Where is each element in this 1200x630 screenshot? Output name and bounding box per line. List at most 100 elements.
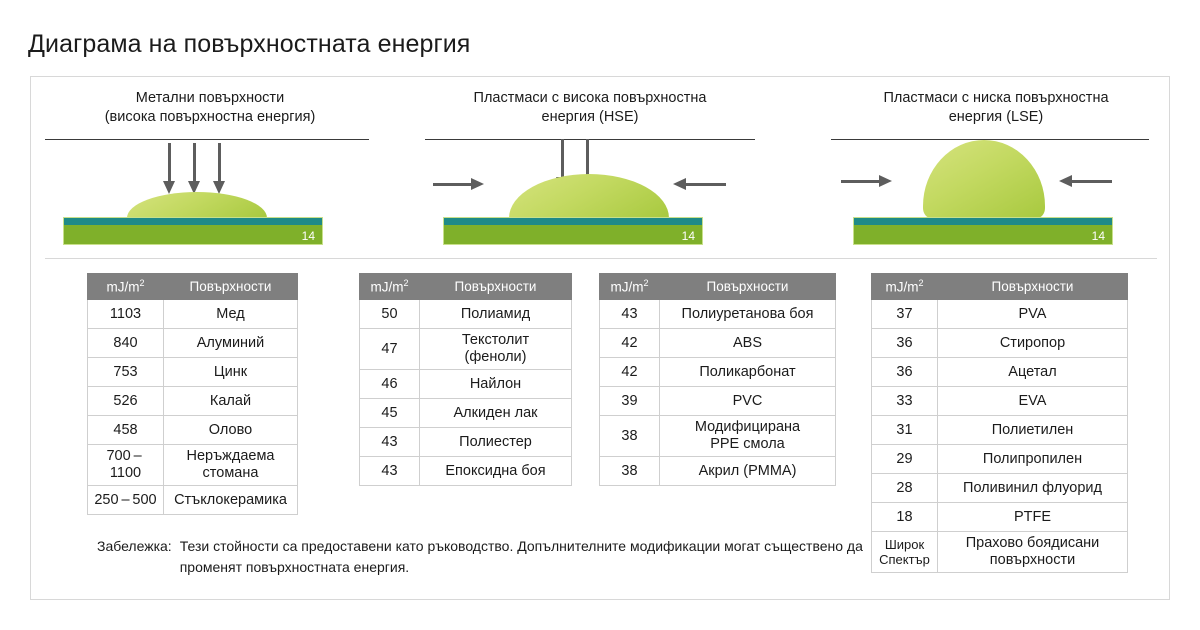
table-header-row: mJ/m2 Повърхности (599, 273, 836, 300)
cell-value: 840 (87, 328, 164, 358)
panel-divider (425, 139, 755, 140)
table-row: 47 Текстолит (феноли) (359, 328, 572, 370)
cell-value: 700 – 1100 (87, 444, 164, 486)
table-header-row: mJ/m2 Повърхности (359, 273, 572, 300)
panel-title: Пластмаси с ниска повърхностна енергия (… (883, 90, 1109, 125)
cell-value: 458 (87, 415, 164, 445)
cell-name: Стиропор (937, 328, 1128, 358)
table-row: 840 Алуминий (87, 328, 298, 358)
cell-name: Неръждаема стомана (163, 444, 298, 486)
cell-value: 526 (87, 386, 164, 416)
table-body: 43 Полиуретанова боя 42 ABS 42 Поликарбонат… (599, 299, 836, 486)
cell-value: 46 (359, 369, 420, 399)
substrate-coating-layer (444, 218, 702, 225)
cell-name: Алуминий (163, 328, 298, 358)
cell-name: Полипропилен (937, 444, 1128, 474)
cell-value: 45 (359, 398, 420, 428)
table-row: 43 Полиуретанова боя (599, 299, 836, 329)
high-dome-droplet (923, 140, 1045, 218)
table-row: 28 Поливинил флуорид (871, 473, 1128, 503)
cell-value: 42 (599, 357, 660, 387)
cell-value: 36 (871, 328, 938, 358)
table-row: 31 Полиетилен (871, 415, 1128, 445)
table-row: 38 Модифицирана PPE смола (599, 415, 836, 457)
substrate-coating-layer (854, 218, 1112, 225)
cell-name: Поливинил флуорид (937, 473, 1128, 503)
substrate-bar: 14 (853, 217, 1113, 245)
cell-name: Найлон (419, 369, 572, 399)
table-row: 36 Стиропор (871, 328, 1128, 358)
footnote-label: Забележка: (97, 538, 172, 554)
cell-name: Текстолит (феноли) (419, 328, 572, 370)
cell-value: 47 (359, 328, 420, 370)
panel-lse-plastics: Пластмаси с ниска повърхностна енергия (… (831, 77, 1161, 257)
table-row: 42 ABS (599, 328, 836, 358)
down-arrow (188, 143, 201, 194)
table-body: 50 Полиамид 47 Текстолит (феноли) 46 Найлон… (359, 299, 572, 486)
cell-name: Епоксидна боя (419, 456, 572, 486)
cell-value: 39 (599, 386, 660, 416)
cell-name: Стъклокерамика (163, 485, 298, 515)
substrate-bar: 14 (63, 217, 323, 245)
table-row: 38 Акрил (PMMA) (599, 456, 836, 486)
cell-name: Полиамид (419, 299, 572, 329)
table-row: 43 Полиестер (359, 427, 572, 457)
cell-value: 1103 (87, 299, 164, 329)
table-row: Широк Спектър Прахово боядисани повърхнос… (871, 531, 1128, 573)
chart-frame: Метални повърхности (висока повърхностна… (30, 76, 1170, 600)
cell-value: 42 (599, 328, 660, 358)
cell-name: Акрил (PMMA) (659, 456, 836, 486)
left-arrow (673, 178, 726, 191)
left-arrow (1059, 175, 1112, 188)
droplet-stage: 14 (831, 139, 1161, 257)
band-divider (45, 258, 1157, 259)
table-row: 36 Ацетал (871, 357, 1128, 387)
substrate-label: 14 (1091, 229, 1105, 243)
cell-name: Модифицирана PPE смола (659, 415, 836, 457)
cell-name: PVA (937, 299, 1128, 329)
table-row: 43 Епоксидна боя (359, 456, 572, 486)
down-arrow (213, 143, 226, 194)
cell-value: 753 (87, 357, 164, 387)
right-arrow (433, 178, 486, 191)
down-arrow (163, 143, 176, 194)
cell-name: Олово (163, 415, 298, 445)
table-row: 1103 Мед (87, 299, 298, 329)
table-lse-plastics: mJ/m2 Повърхности 37 PVA 36 Стиропор 36 Аце… (871, 273, 1128, 573)
cell-value: 33 (871, 386, 938, 416)
table-row: 50 Полиамид (359, 299, 572, 329)
cell-name: Прахово боядисани повърхности (937, 531, 1128, 573)
table-row: 18 PTFE (871, 502, 1128, 532)
cell-name: Калай (163, 386, 298, 416)
cell-name: Поликарбонат (659, 357, 836, 387)
panel-title: Пластмаси с висока повърхностна енергия … (473, 90, 707, 125)
cell-value: 31 (871, 415, 938, 445)
substrate-label: 14 (681, 229, 695, 243)
footnote-body: Тези стойности са предоставени като ръко… (179, 538, 863, 575)
table-body: 1103 Мед 840 Алуминий 753 Цинк 526 Калай 458… (87, 299, 298, 515)
substrate-label: 14 (301, 229, 315, 243)
cell-value: Широк Спектър (871, 531, 938, 573)
droplet-stage: 14 (45, 139, 375, 257)
column-header-units: mJ/m2 (359, 273, 420, 300)
table-row: 29 Полипропилен (871, 444, 1128, 474)
table-row: 753 Цинк (87, 357, 298, 387)
medium-droplet (509, 174, 669, 218)
column-header-surfaces: Повърхности (937, 273, 1128, 300)
footnote: Забележка: Тези стойности са предоставен… (97, 536, 897, 578)
cell-value: 38 (599, 415, 660, 457)
column-header-units: mJ/m2 (87, 273, 164, 300)
cell-value: 43 (359, 427, 420, 457)
cell-value: 43 (599, 299, 660, 329)
panel-divider (45, 139, 369, 140)
table-row: 37 PVA (871, 299, 1128, 329)
panel-title: Метални повърхности (висока повърхностна… (104, 90, 316, 125)
droplet-diagram-band: Метални повърхности (висока повърхностна… (31, 77, 1169, 257)
table-row: 45 Алкиден лак (359, 398, 572, 428)
substrate-bar: 14 (443, 217, 703, 245)
cell-name: Алкиден лак (419, 398, 572, 428)
units-exponent: 2 (918, 278, 924, 289)
column-header-units: mJ/m2 (599, 273, 660, 300)
table-header-row: mJ/m2 Повърхности (87, 273, 298, 300)
cell-value: 36 (871, 357, 938, 387)
